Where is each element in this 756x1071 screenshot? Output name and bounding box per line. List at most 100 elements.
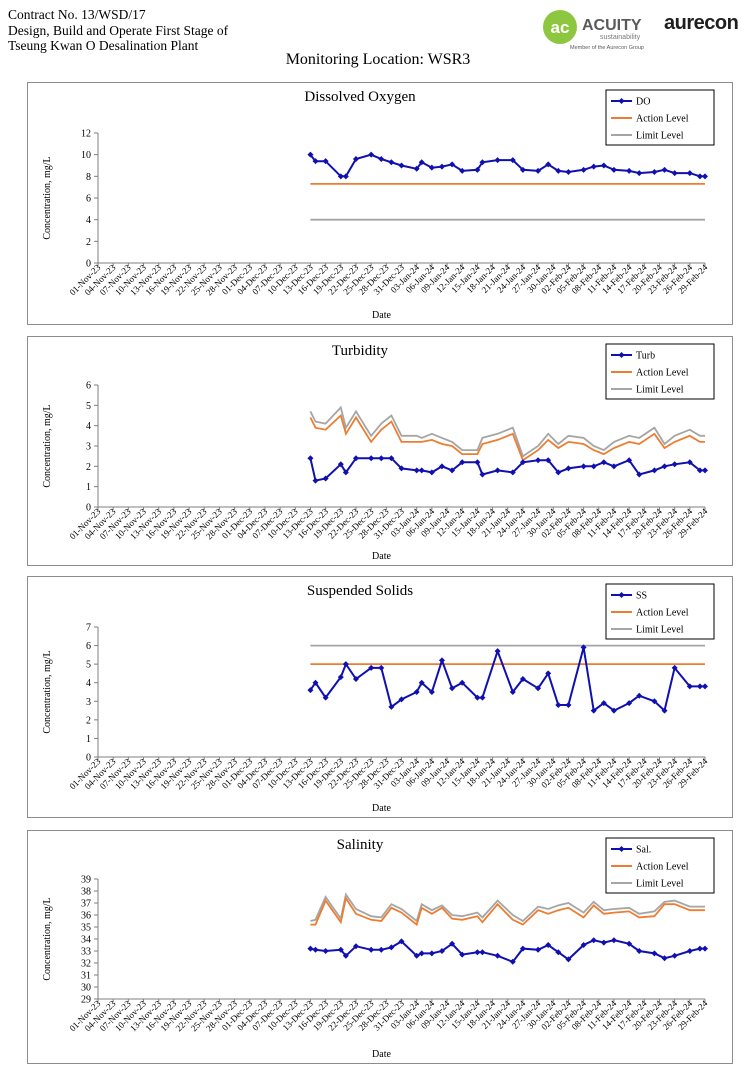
- data-point: [352, 156, 359, 162]
- data-point: [610, 937, 617, 944]
- data-point: [555, 167, 562, 174]
- data-point: [651, 698, 658, 705]
- legend-entry: Limit Level: [636, 625, 684, 636]
- y-tick-label: 2: [86, 462, 91, 473]
- y-tick-label: 34: [81, 935, 91, 946]
- data-point: [696, 467, 703, 474]
- series-line-measured: [309, 457, 705, 482]
- data-point: [671, 664, 678, 671]
- data-point: [342, 469, 349, 476]
- data-point: [459, 459, 466, 466]
- data-point: [312, 477, 319, 484]
- chart-title: Suspended Solids: [306, 583, 414, 599]
- data-point: [636, 948, 643, 954]
- y-tick-label: 4: [86, 215, 91, 226]
- data-point: [535, 946, 542, 953]
- y-tick-label: 12: [81, 129, 91, 140]
- data-point: [428, 689, 435, 695]
- data-point: [428, 950, 435, 957]
- data-point: [580, 166, 587, 173]
- data-point: [459, 951, 466, 958]
- data-point: [519, 459, 526, 466]
- data-point: [342, 173, 349, 180]
- contract-line: Contract No. 13/WSD/17: [8, 7, 146, 22]
- data-point: [636, 471, 643, 478]
- legend-marker: [618, 846, 625, 852]
- legend-entry: Action Level: [636, 114, 689, 125]
- data-point: [494, 952, 501, 959]
- data-point: [651, 950, 658, 957]
- data-point: [686, 683, 693, 690]
- data-point: [519, 676, 526, 682]
- data-point: [368, 946, 375, 953]
- data-point: [459, 167, 466, 174]
- data-point: [337, 946, 344, 953]
- y-tick-label: 1: [86, 734, 91, 745]
- y-axis-title: Concentration, mg/L: [42, 404, 53, 487]
- legend-entry: Limit Level: [636, 879, 684, 890]
- y-tick-label: 2: [86, 715, 91, 726]
- data-point: [590, 163, 597, 170]
- series-line-measured: [309, 647, 705, 713]
- report-header: Contract No. 13/WSD/17 Design, Build and…: [8, 7, 228, 54]
- data-point: [565, 465, 572, 472]
- y-tick-label: 7: [86, 623, 91, 634]
- y-tick-label: 3: [86, 442, 91, 453]
- data-point: [352, 455, 359, 462]
- legend-marker: [618, 98, 625, 104]
- x-axis-title: Date: [372, 310, 391, 321]
- data-point: [686, 948, 693, 954]
- series-line-limit-level: [309, 405, 705, 458]
- data-point: [438, 657, 445, 664]
- data-point: [378, 156, 385, 162]
- chart-panel-turbidity: 0 1 2 3 4 5 6 01-Nov-23 04-Nov-23 07-Nov-23 10-Nov…: [27, 336, 733, 566]
- legend-entry: Action Level: [636, 862, 689, 873]
- data-point: [388, 455, 395, 462]
- series-line-limit-level: [310, 892, 705, 923]
- data-point: [378, 455, 385, 462]
- y-tick-label: 4: [86, 678, 91, 689]
- legend-entry: SS: [636, 591, 647, 602]
- y-tick-label: 0: [86, 259, 91, 270]
- data-point: [590, 937, 597, 944]
- y-tick-label: 1: [86, 482, 91, 493]
- data-point: [449, 685, 456, 692]
- data-point: [418, 679, 425, 686]
- chart-panel-dissolved-oxygen: 0 2 4 6 8 10 12 01-Nov-23 04-Nov-23 07-Nov-23 10-N…: [27, 82, 733, 325]
- y-tick-label: 5: [86, 660, 91, 671]
- data-point: [671, 170, 678, 177]
- y-tick-label: 36: [81, 911, 91, 922]
- legend-entry: Action Level: [636, 368, 689, 379]
- data-point: [509, 958, 516, 965]
- y-axis-title: Concentration, mg/L: [42, 650, 53, 733]
- data-point: [696, 945, 703, 952]
- data-point: [398, 696, 405, 703]
- data-point: [322, 475, 329, 482]
- legend-entry: Sal.: [636, 845, 651, 856]
- data-point: [337, 461, 344, 468]
- data-point: [580, 463, 587, 470]
- data-point: [555, 469, 562, 476]
- y-tick-label: 10: [81, 150, 91, 161]
- data-point: [535, 457, 542, 464]
- y-tick-label: 33: [81, 947, 91, 958]
- data-point: [626, 167, 633, 174]
- data-point: [545, 670, 552, 677]
- data-point: [413, 165, 420, 172]
- data-point: [610, 463, 617, 470]
- chart-panel-suspended-solids: 0 1 2 3 4 5 6 7 01-Nov-23 04-Nov-23 07-Nov-23 10-No…: [27, 576, 733, 818]
- aurecon-logo: aurecon: [664, 12, 739, 34]
- chart-title: Salinity: [336, 837, 384, 853]
- y-axis-title: Concentration, mg/L: [42, 156, 53, 239]
- data-point: [388, 159, 395, 166]
- data-point: [479, 471, 486, 478]
- data-point: [696, 173, 703, 180]
- project-line-2: Tseung Kwan O Desalination Plant: [8, 38, 199, 53]
- chart-svg: 012345601-Nov-2304-Nov-2307-Nov-2310-Nov…: [42, 343, 715, 562]
- data-point: [459, 679, 466, 686]
- data-point: [545, 457, 552, 464]
- data-point: [565, 702, 572, 708]
- legend-entry: Turb: [636, 351, 655, 362]
- data-point: [580, 644, 587, 651]
- chart-title: Turbidity: [331, 343, 389, 359]
